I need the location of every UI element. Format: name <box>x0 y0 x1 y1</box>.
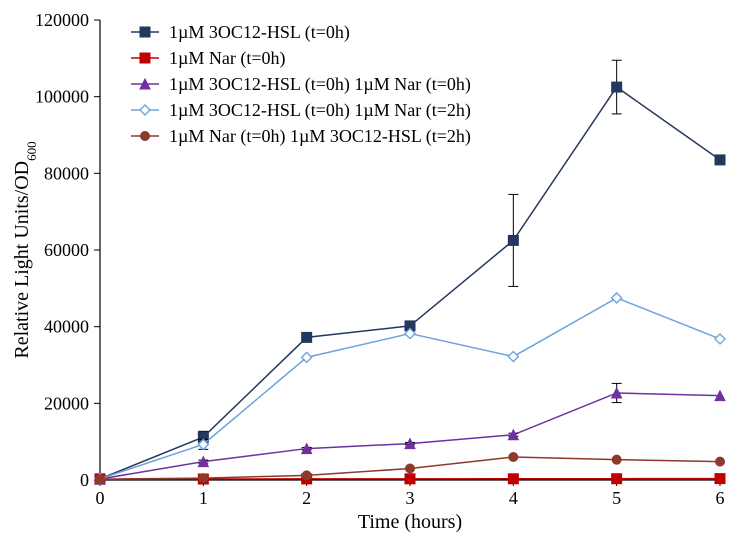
x-tick-label: 5 <box>612 488 621 508</box>
x-tick-label: 3 <box>406 488 415 508</box>
legend-marker-s5 <box>141 132 150 141</box>
series-marker-s5 <box>509 453 518 462</box>
legend-label-s3: 1µM 3OC12-HSL (t=0h) 1µM Nar (t=0h) <box>169 74 471 95</box>
x-tick-label: 2 <box>302 488 311 508</box>
x-tick-label: 4 <box>509 488 518 508</box>
legend-label-s1: 1µM 3OC12-HSL (t=0h) <box>169 22 350 43</box>
series-marker-s2 <box>508 474 518 484</box>
series-marker-s5 <box>406 464 415 473</box>
series-marker-s5 <box>96 475 105 484</box>
y-tick-label: 120000 <box>35 10 89 30</box>
legend-marker-s1 <box>140 27 150 37</box>
y-tick-label: 0 <box>80 470 89 490</box>
y-tick-label: 60000 <box>44 240 89 260</box>
x-axis-label: Time (hours) <box>358 511 462 533</box>
line-chart: 0 20000 40000 60000 80000 100000 120000 0 1 2 3 4 5 6… <box>0 0 739 540</box>
series-marker-s1 <box>302 332 312 342</box>
y-tick-label: 100000 <box>35 87 89 107</box>
legend-label-s4: 1µM 3OC12-HSL (t=0h) 1µM Nar (t=2h) <box>169 100 471 121</box>
y-tick-label: 40000 <box>44 317 89 337</box>
series-marker-s5 <box>716 457 725 466</box>
x-tick-label: 0 <box>96 488 105 508</box>
x-tick-label: 6 <box>716 488 725 508</box>
y-tick-label: 80000 <box>44 163 89 183</box>
chart-container: 0 20000 40000 60000 80000 100000 120000 0 1 2 3 4 5 6… <box>0 0 739 540</box>
legend-label-s2: 1µM Nar (t=0h) <box>169 48 286 69</box>
series-marker-s5 <box>612 455 621 464</box>
series-marker-s5 <box>199 474 208 483</box>
y-tick-label: 20000 <box>44 393 89 413</box>
legend-marker-s2 <box>140 53 150 63</box>
series-marker-s2 <box>612 474 622 484</box>
series-marker-s2 <box>405 474 415 484</box>
x-tick-label: 1 <box>199 488 208 508</box>
series-marker-s1 <box>715 155 725 165</box>
series-marker-s1 <box>508 235 518 245</box>
series-marker-s2 <box>715 474 725 484</box>
series-marker-s5 <box>302 471 311 480</box>
series-marker-s1 <box>612 82 622 92</box>
legend-label-s5: 1µM Nar (t=0h) 1µM 3OC12-HSL (t=2h) <box>169 126 471 147</box>
